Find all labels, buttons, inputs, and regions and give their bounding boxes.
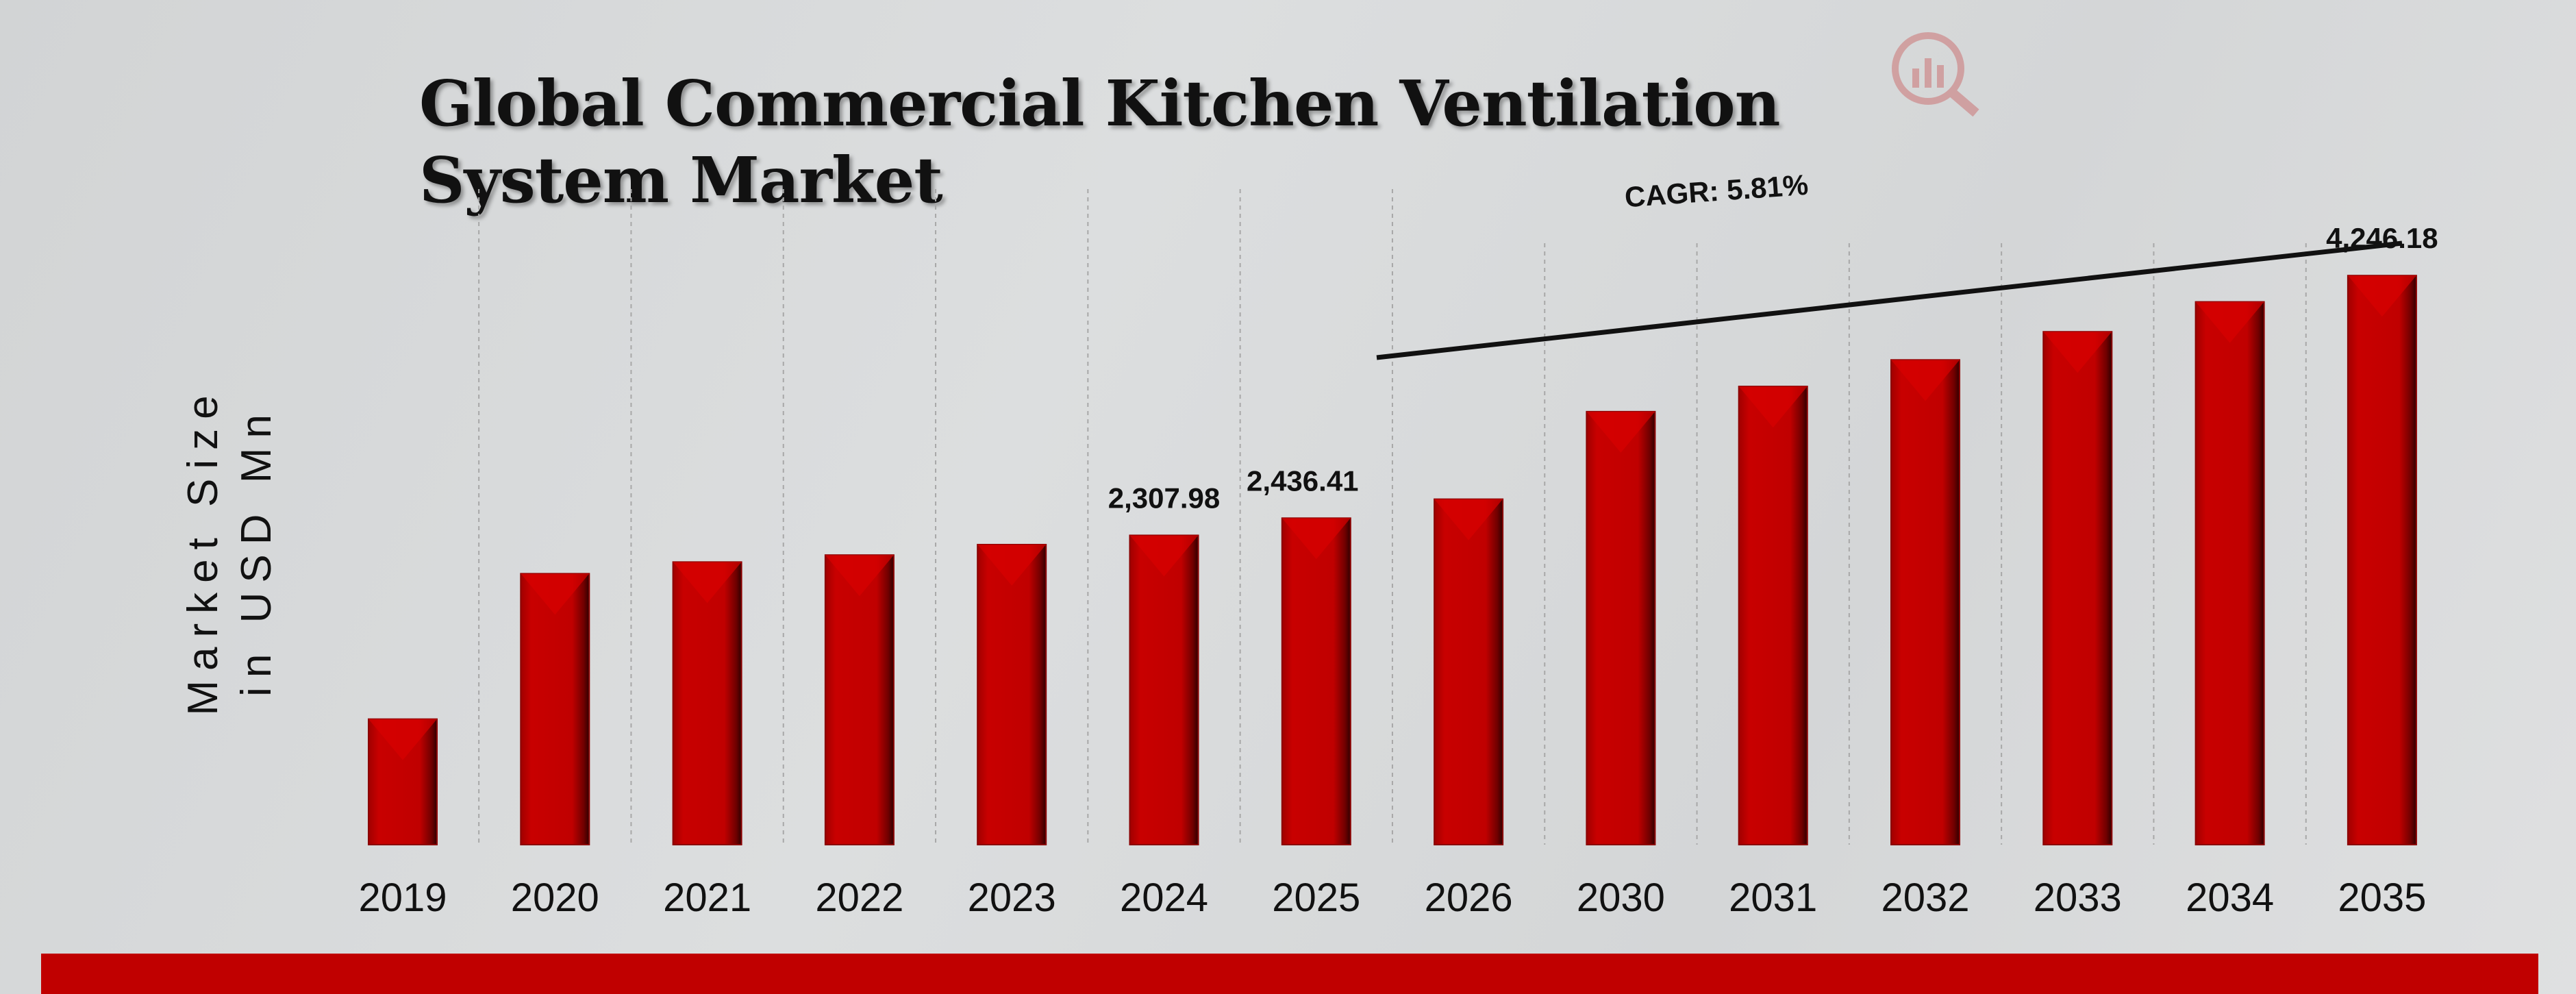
data-label-2024: 2,307.98 [1108,482,1221,514]
bar-cap-2021 [673,562,742,604]
bar-cap-2032 [1891,360,1960,401]
x-tick-label: 2019 [358,875,447,920]
x-tick-label: 2023 [968,875,1056,920]
bar-cap-2034 [2195,301,2264,343]
bar-2022 [824,554,895,846]
data-label-2025: 2,436.41 [1247,464,1359,497]
bar-2030 [1586,410,1656,845]
x-tick-label: 2033 [2034,875,2122,920]
chart-title-line: Global Commercial Kitchen Ventilation [419,66,1780,140]
x-tick-label: 2020 [511,875,599,920]
bar-2025 [1281,517,1351,845]
bar-2033 [2042,331,2113,845]
bar-cap-2033 [2043,332,2112,373]
cagr-trend-line [1376,240,2403,360]
x-tick-label: 2034 [2186,875,2274,920]
x-tick-label: 2021 [663,875,751,920]
x-tick-label: 2030 [1577,875,1665,920]
bar-2021 [672,561,742,845]
bar-cap-2031 [1738,386,1808,428]
bar-cap-2030 [1586,411,1655,453]
bar-cap-2035 [2347,275,2416,317]
brand-logo-icon [1892,32,1979,116]
bar-2019 [368,718,438,846]
bar-2026 [1434,498,1504,845]
footer-bar [41,954,2538,994]
bar-2023 [977,543,1047,845]
x-tick-label: 2026 [1425,875,1513,920]
chart-title-line: System Market [419,143,943,217]
bar-2024 [1129,534,1199,846]
x-tick-label: 2031 [1729,875,1817,920]
bar-cap-2020 [521,573,590,615]
x-tick-label: 2035 [2338,875,2426,920]
x-tick-label: 2025 [1272,875,1360,920]
bar-2031 [1738,386,1808,845]
bar-2032 [1890,359,1960,845]
x-tick-label: 2022 [815,875,903,920]
bar-2034 [2194,301,2265,845]
x-tick-label: 2024 [1120,875,1208,920]
x-tick-label: 2032 [1881,875,1969,920]
cagr-annotation: CAGR: 5.81% [1623,169,1809,214]
bar-cap-2025 [1281,518,1351,560]
chart-title: Global Commercial Kitchen Ventilation Sy… [419,65,1780,219]
bar-cap-2019 [368,719,437,760]
bar-2020 [520,573,590,845]
bar-cap-2023 [977,544,1047,586]
bar-cap-2024 [1129,535,1199,577]
bar-cap-2026 [1434,499,1503,541]
bar-2035 [2347,275,2417,845]
bar-cap-2022 [825,555,894,597]
